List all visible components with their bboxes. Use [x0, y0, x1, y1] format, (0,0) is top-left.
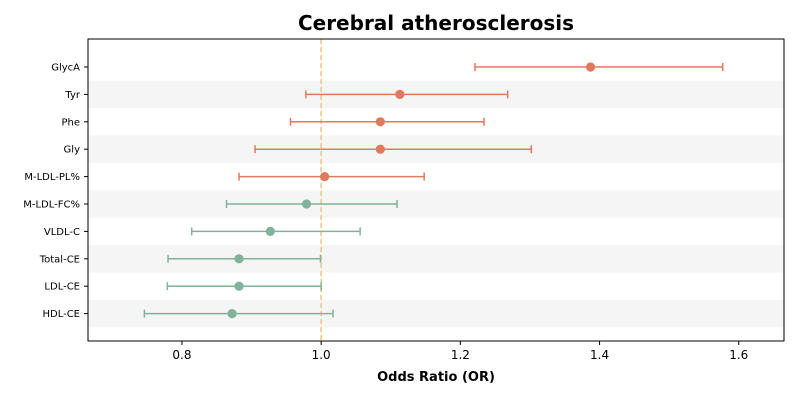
x-tick-label: 1.4: [590, 348, 609, 362]
row-bands: [88, 80, 784, 328]
x-tick-label: 1.0: [312, 348, 331, 362]
y-tick-label: Total-CE: [39, 254, 80, 265]
y-tick-label: GlycA: [51, 63, 80, 74]
odds-ratio-point: [320, 172, 330, 182]
odds-ratio-point: [234, 254, 244, 264]
plot-marks: [143, 62, 724, 319]
x-axis-label: Odds Ratio (OR): [377, 370, 495, 385]
chart-title: Cerebral atherosclerosis: [298, 11, 574, 35]
odds-ratio-point: [227, 309, 237, 319]
odds-ratio-point: [375, 117, 385, 127]
odds-ratio-point: [265, 226, 275, 236]
x-tick-label: 0.8: [172, 348, 191, 362]
y-tick-label: LDL-CE: [44, 282, 80, 293]
y-tick-label: M-LDL-PL%: [24, 172, 80, 183]
y-tick-label: M-LDL-FC%: [23, 200, 80, 211]
y-tick-label: VLDL-C: [44, 227, 80, 238]
y-axis: GlycA Tyr Phe Gly M-LDL-PL% M-LDL-FC% VLDL-C To…: [23, 63, 88, 320]
x-tick-label: 1.6: [729, 348, 748, 362]
odds-ratio-point: [585, 62, 596, 72]
x-axis: 0.8 1.0 1.2 1.4 1.6: [172, 341, 748, 362]
odds-ratio-point: [234, 281, 244, 291]
odds-ratio-point: [395, 89, 405, 99]
odds-ratio-point: [375, 144, 385, 154]
y-tick-label: Gly: [64, 145, 81, 156]
y-tick-label: Tyr: [64, 90, 80, 101]
plot-frame: [87, 38, 785, 342]
y-tick-label: Phe: [61, 117, 80, 128]
x-tick-label: 1.2: [451, 348, 470, 362]
row-band: [88, 190, 784, 218]
odds-ratio-point: [301, 199, 312, 209]
y-tick-label: HDL-CE: [42, 309, 80, 320]
